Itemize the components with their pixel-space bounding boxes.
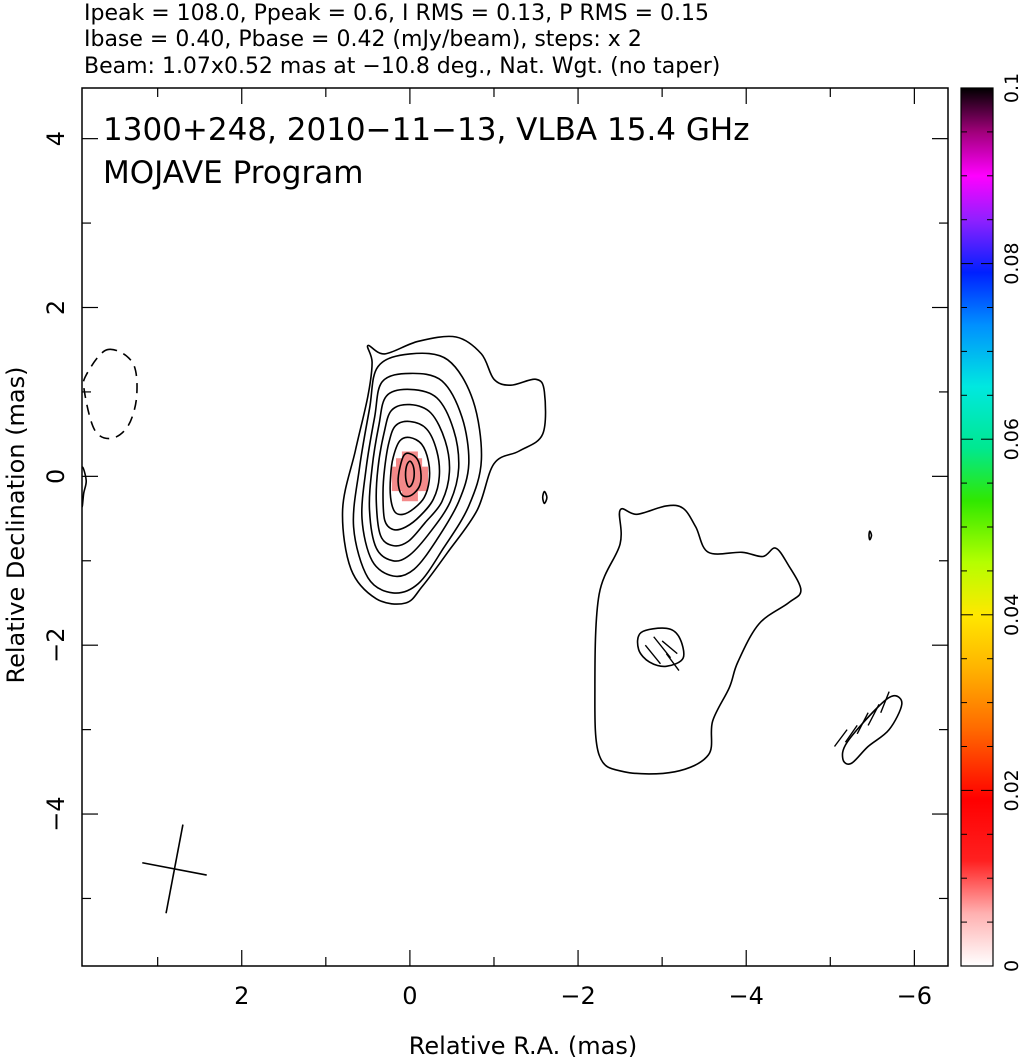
contour-lines [82,335,903,775]
hatch-southwest [867,703,880,726]
pol-pixel [401,485,418,502]
jet-contour-outer [594,504,802,775]
small-contour-b [868,530,873,541]
program-annotation: MOJAVE Program [103,155,363,191]
core-contour-1 [341,335,547,605]
y-tick-label: −4 [42,796,70,831]
hatch-southwest [880,691,890,713]
polarized-flux-patch [391,451,428,502]
hatch-southwest [844,724,858,743]
colorbar-tick-label: 0.02 [1001,769,1022,811]
axis-tick-labels: 2 0 −2 −4 −6 4 2 0 −2 −4 [42,131,932,1010]
small-contour-a [541,490,548,505]
axis-ticks [82,88,948,966]
colorbar-tick-label: 0.04 [1001,594,1022,636]
plot-area [82,335,903,914]
x-tick-label: −2 [560,982,595,1010]
east-edge-contour [82,466,88,508]
hatch-southwest [856,712,869,735]
beam-minor-axis [142,861,207,876]
x-axis-label: Relative R.A. (mas) [409,1032,637,1060]
core-contour-8 [397,452,422,498]
core-contour-4 [368,388,460,562]
x-tick-label: 0 [402,982,417,1010]
x-tick-label: 2 [234,982,249,1010]
colorbar-tick-label: 0.1 [1001,73,1022,103]
hatch-southwest [833,729,848,747]
hatch-knot [644,644,661,665]
header-line-2: Ibase = 0.40, Pbase = 0.42 (mJy/beam), s… [84,27,642,52]
y-tick-label: 0 [42,469,70,484]
colorbar-tick-label: 0.06 [1001,418,1022,460]
y-tick-label: −2 [42,627,70,662]
core-contour-3 [361,372,470,578]
colorbar-tick-label: 0.08 [1001,242,1022,284]
core-contour-6 [382,420,441,531]
y-tick-label: 2 [42,300,70,315]
core-contour-5 [375,403,451,547]
plot-frame [81,87,949,967]
hatch-knot [661,640,678,655]
x-tick-label: −4 [729,982,764,1010]
colorbar-tick-label: 0 [1001,960,1022,972]
core-contour-2 [352,352,483,594]
core-contour-9 [404,460,415,488]
source-annotation: 1300+248, 2010−11−13, VLBA 15.4 GHz [103,112,749,148]
header-line-3: Beam: 1.07x0.52 mas at −10.8 deg., Nat. … [84,54,720,79]
y-axis-label: Relative Declination (mas) [2,366,30,683]
jet-negative-knot [636,627,685,668]
beam-cross [142,824,207,914]
colorbar-ticks: 0 0.02 0.04 0.06 0.08 0.1 [961,73,1022,972]
header-line-1: Ipeak = 108.0, Ppeak = 0.6, I RMS = 0.13… [84,1,709,26]
east-dashed-contour [82,348,138,440]
hatch-knot [653,636,672,659]
hatch-knot [665,653,680,671]
hatch-marks [644,636,890,747]
core-contour-7 [389,436,431,516]
y-tick-label: 4 [42,131,70,146]
x-tick-label: −6 [897,982,932,1010]
southwest-negative-contour [841,694,903,765]
